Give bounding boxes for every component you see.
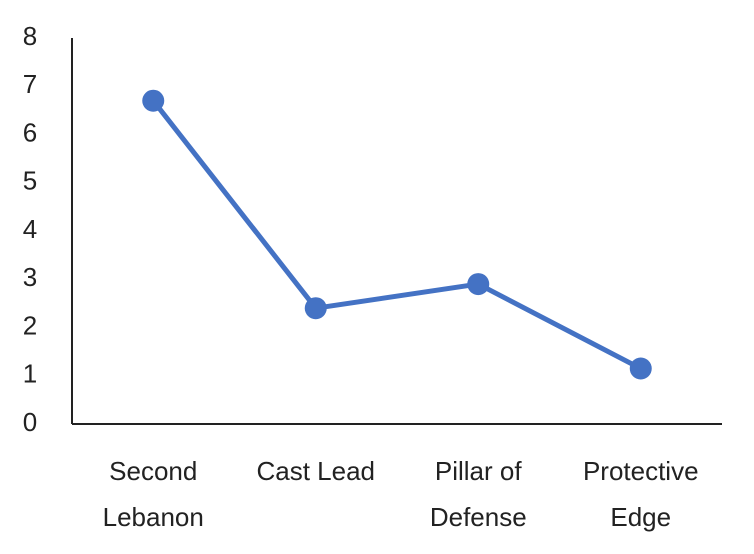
marker xyxy=(142,89,165,112)
y-tick-label: 7 xyxy=(23,69,37,99)
y-tick-label: 2 xyxy=(23,310,37,340)
x-tick-label: Pillar of Defense xyxy=(429,456,527,532)
x-tick-label: Cast Lead xyxy=(256,456,376,486)
line xyxy=(151,99,642,371)
y-tick-label: 5 xyxy=(23,166,37,196)
marker xyxy=(467,273,490,296)
y-tick-label: 8 xyxy=(23,21,37,51)
y-tick-label: 1 xyxy=(23,359,37,389)
marker xyxy=(629,357,652,380)
y-tick-label: 4 xyxy=(23,214,37,244)
marker xyxy=(304,297,327,320)
y-tick-label: 3 xyxy=(23,262,37,292)
x-tick-label: Protective Edge xyxy=(582,456,699,532)
y-tick-label: 6 xyxy=(23,117,37,147)
x-tick-label: Second Lebanon xyxy=(102,456,204,532)
y-tick-label: 0 xyxy=(23,407,37,437)
